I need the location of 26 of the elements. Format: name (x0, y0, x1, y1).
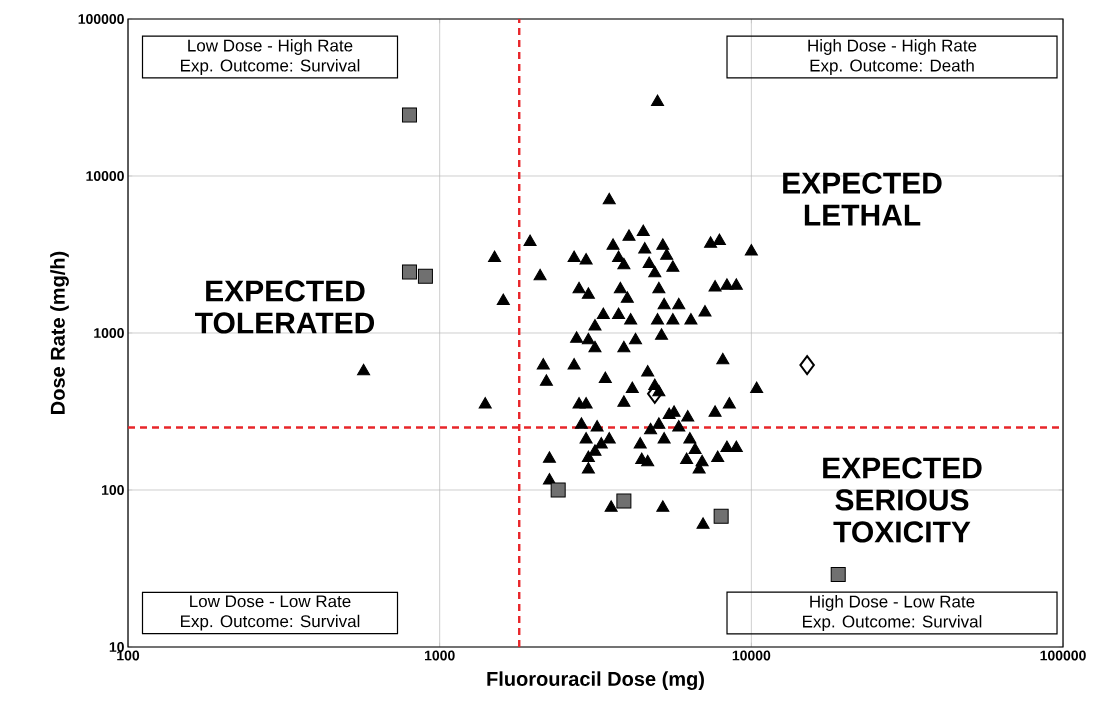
annotation: EXPECTED (206, 280, 365, 302)
annotation: SERIOUS (835, 489, 969, 511)
y-tick-label: 10000 (86, 171, 124, 181)
annotation: TOLERATED (195, 312, 375, 334)
x-tick-label: 100000 (1040, 650, 1086, 661)
annotation: High Dose - Low Rate (810, 595, 975, 611)
x-tick-label: 1000 (424, 650, 455, 661)
y-tick-label: 100000 (78, 14, 124, 24)
annotation: Exp. Outcome: Survival (181, 614, 360, 631)
annotation: EXPECTED (823, 457, 982, 479)
y-tick-label: 1000 (94, 328, 124, 338)
annotation: Low Dose - Low Rate (190, 595, 351, 608)
y-axis-title: Dose Rate (mg/h) (50, 251, 69, 414)
annotation: TOXICITY (833, 521, 971, 543)
y-tick-label: 100 (102, 485, 124, 495)
annotation: Low Dose - High Rate (188, 39, 353, 55)
x-axis-title: Fluorouracil Dose (mg) (487, 671, 704, 691)
annotation: Exp. Outcome: Survival (803, 615, 982, 631)
annotation: LETHAL (804, 204, 921, 226)
y-tick-label: 10 (109, 642, 124, 652)
x-tick-label: 100 (117, 650, 140, 661)
annotation: EXPECTED (783, 172, 942, 194)
annotation: Exp. Outcome: Death (810, 59, 974, 75)
annotation: High Dose - High Rate (808, 39, 977, 55)
annotation: Exp. Outcome: Survival (181, 59, 360, 75)
x-tick-label: 10000 (732, 650, 771, 661)
